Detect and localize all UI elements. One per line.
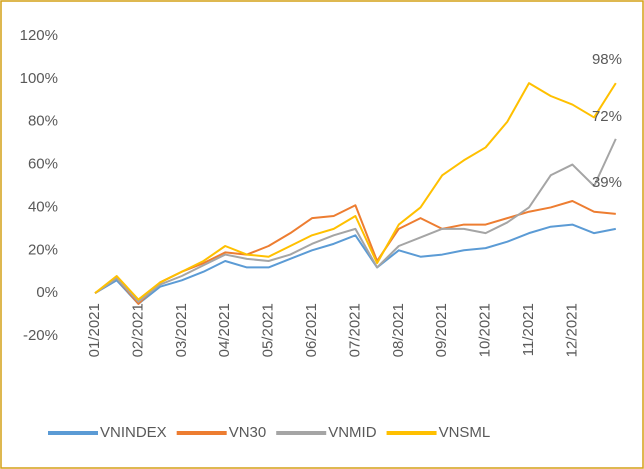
end-label: 72% [592, 108, 622, 125]
x-tick-label: 05/2021 [260, 303, 277, 357]
x-tick-label: 12/2021 [563, 303, 580, 357]
y-tick-label: 0% [36, 284, 58, 301]
legend-label: VNSML [439, 424, 491, 441]
y-tick-label: -20% [23, 327, 58, 344]
y-tick-label: 60% [28, 156, 58, 173]
x-tick-label: 02/2021 [129, 303, 146, 357]
x-tick-label: 07/2021 [346, 303, 363, 357]
y-tick-label: 100% [20, 70, 58, 87]
x-tick-label: 03/2021 [173, 303, 190, 357]
legend-label: VNMID [328, 424, 377, 441]
series-line [94, 138, 617, 303]
x-tick-label: 11/2021 [520, 303, 537, 356]
y-tick-label: 20% [28, 241, 58, 258]
legend-label: VN30 [229, 424, 267, 441]
y-tick-label: 80% [28, 113, 58, 130]
x-tick-label: 08/2021 [390, 303, 407, 357]
y-tick-label: 120% [20, 27, 58, 44]
x-tick-label: 10/2021 [477, 303, 494, 357]
y-tick-label: 40% [28, 198, 58, 215]
end-label: 98% [592, 51, 622, 68]
series-line [94, 223, 616, 305]
x-tick-label: 09/2021 [433, 303, 450, 357]
x-tick-label: 06/2021 [303, 303, 320, 357]
series-line [94, 82, 617, 301]
end-label: 39% [592, 174, 622, 191]
x-tick-label: 04/2021 [216, 303, 233, 357]
legend-label: VNINDEX [100, 424, 167, 441]
x-tick-label: 01/2021 [86, 303, 103, 357]
